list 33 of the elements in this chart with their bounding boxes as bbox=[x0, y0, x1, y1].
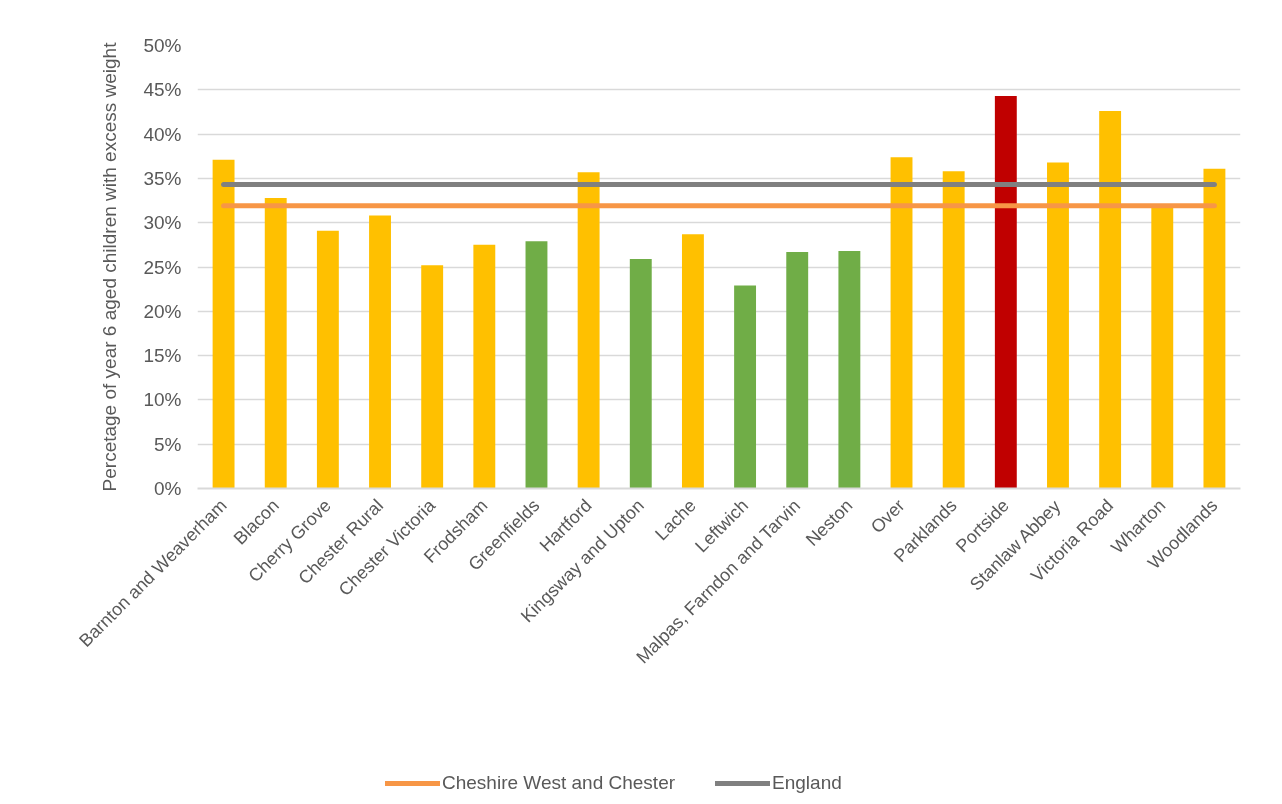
y-tick-label: 30% bbox=[143, 212, 182, 234]
bar bbox=[264, 197, 287, 489]
bar bbox=[212, 159, 235, 489]
bar bbox=[369, 215, 391, 489]
y-tick-label: 10% bbox=[143, 389, 182, 411]
y-tick-label: 20% bbox=[143, 300, 182, 322]
bar bbox=[681, 234, 704, 489]
bar bbox=[994, 96, 1017, 489]
legend-label: England bbox=[772, 772, 842, 794]
bar bbox=[421, 265, 444, 489]
y-tick-label: 5% bbox=[154, 433, 182, 455]
bar bbox=[525, 241, 548, 489]
bar bbox=[1203, 168, 1226, 489]
bar bbox=[577, 172, 600, 489]
bar bbox=[473, 244, 496, 489]
y-axis-title: Percetage of year 6 aged children with excess weight bbox=[99, 41, 121, 492]
y-tick-label: 45% bbox=[143, 79, 182, 101]
bar bbox=[786, 251, 809, 489]
legend-label: Cheshire West and Chester bbox=[442, 772, 676, 794]
y-tick-label: 35% bbox=[143, 167, 182, 189]
bar bbox=[838, 251, 861, 489]
y-tick-label: 15% bbox=[143, 345, 182, 367]
bar bbox=[890, 157, 913, 489]
bar bbox=[316, 230, 339, 489]
bar bbox=[1099, 111, 1122, 489]
y-tick-label: 0% bbox=[154, 478, 182, 499]
y-tick-label: 25% bbox=[143, 256, 182, 278]
bar bbox=[942, 171, 965, 489]
y-tick-label: 40% bbox=[143, 123, 182, 145]
bar bbox=[629, 259, 652, 489]
y-tick-label: 50% bbox=[143, 35, 182, 56]
bar bbox=[734, 285, 757, 489]
bar bbox=[1047, 162, 1069, 489]
